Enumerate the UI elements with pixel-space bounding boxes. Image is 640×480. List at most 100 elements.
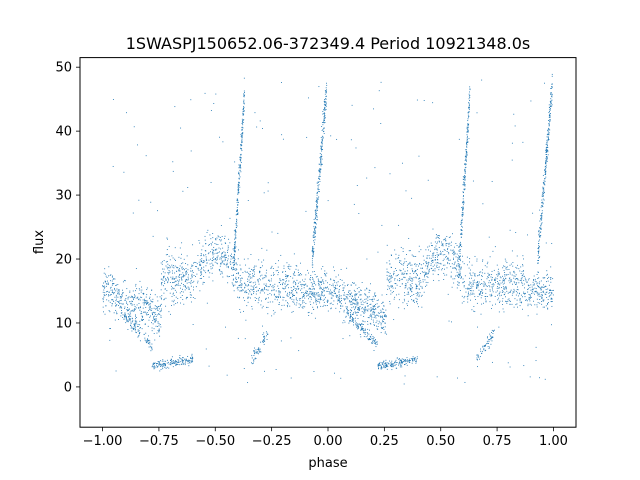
data-point bbox=[466, 264, 468, 266]
data-point bbox=[132, 327, 134, 329]
data-point bbox=[345, 316, 347, 318]
data-point bbox=[221, 256, 223, 258]
data-point bbox=[161, 284, 163, 286]
data-point bbox=[205, 258, 207, 260]
data-point bbox=[415, 256, 417, 257]
data-point bbox=[168, 255, 170, 257]
data-point bbox=[121, 303, 123, 305]
data-point bbox=[479, 358, 481, 360]
data-point bbox=[543, 277, 545, 279]
data-point bbox=[504, 287, 506, 289]
data-point bbox=[330, 292, 332, 294]
data-point bbox=[132, 328, 134, 330]
data-point bbox=[425, 272, 427, 274]
data-point bbox=[552, 278, 554, 280]
data-point bbox=[324, 106, 326, 108]
data-point bbox=[509, 303, 511, 305]
data-point bbox=[353, 324, 355, 326]
data-point bbox=[256, 298, 258, 299]
data-point bbox=[165, 278, 167, 280]
data-point bbox=[302, 305, 304, 307]
data-point bbox=[344, 302, 346, 304]
data-point bbox=[248, 296, 250, 298]
data-point bbox=[134, 294, 135, 296]
data-point bbox=[287, 276, 289, 278]
data-point bbox=[311, 277, 313, 278]
data-point bbox=[312, 282, 314, 284]
data-point bbox=[144, 324, 146, 325]
data-point bbox=[160, 316, 162, 318]
data-point bbox=[466, 146, 468, 148]
data-point bbox=[310, 275, 312, 276]
data-point bbox=[527, 234, 528, 236]
data-point bbox=[376, 300, 378, 301]
data-point bbox=[128, 316, 130, 318]
data-point bbox=[235, 278, 237, 280]
data-point bbox=[532, 288, 534, 290]
data-point bbox=[362, 324, 364, 325]
data-point bbox=[113, 278, 115, 279]
data-point bbox=[539, 235, 541, 236]
data-point bbox=[135, 307, 137, 309]
data-point bbox=[395, 275, 397, 277]
data-point bbox=[545, 149, 547, 151]
data-point bbox=[313, 250, 315, 252]
data-point bbox=[505, 260, 507, 262]
data-point bbox=[474, 255, 476, 257]
data-point bbox=[531, 289, 533, 291]
data-point bbox=[389, 300, 391, 302]
data-point bbox=[503, 280, 505, 281]
data-point bbox=[441, 243, 443, 245]
data-point bbox=[377, 312, 379, 314]
data-point bbox=[319, 163, 321, 165]
data-point bbox=[414, 358, 416, 360]
data-point bbox=[368, 339, 370, 341]
data-point bbox=[313, 302, 315, 304]
data-point bbox=[282, 296, 284, 298]
data-point bbox=[146, 301, 148, 303]
data-point bbox=[320, 268, 322, 270]
data-point bbox=[431, 260, 433, 261]
data-point bbox=[292, 296, 294, 297]
data-point bbox=[179, 273, 180, 275]
data-point bbox=[152, 301, 154, 303]
data-point bbox=[518, 293, 520, 295]
data-point bbox=[503, 279, 505, 281]
data-point bbox=[241, 132, 243, 134]
data-point bbox=[465, 158, 467, 160]
data-point bbox=[319, 153, 321, 154]
data-point bbox=[469, 89, 471, 91]
data-point bbox=[542, 174, 544, 176]
data-point bbox=[456, 265, 458, 267]
data-point bbox=[146, 341, 148, 343]
data-point bbox=[321, 150, 323, 152]
data-point bbox=[412, 356, 414, 358]
data-point bbox=[167, 238, 168, 240]
data-point bbox=[104, 294, 106, 296]
data-point bbox=[178, 270, 180, 272]
data-point bbox=[419, 277, 420, 279]
data-point bbox=[278, 296, 279, 298]
data-point bbox=[187, 278, 189, 280]
data-point bbox=[539, 227, 541, 229]
data-point bbox=[236, 209, 238, 211]
data-point bbox=[393, 274, 394, 276]
data-point bbox=[338, 274, 339, 276]
data-point bbox=[325, 102, 327, 104]
data-point bbox=[465, 154, 467, 156]
data-point bbox=[492, 291, 494, 293]
data-point bbox=[325, 92, 327, 93]
data-point bbox=[110, 274, 112, 276]
data-point bbox=[147, 340, 149, 341]
data-point bbox=[355, 298, 357, 300]
data-point bbox=[512, 292, 514, 294]
data-point bbox=[210, 266, 212, 268]
data-point bbox=[204, 260, 206, 262]
data-point bbox=[240, 157, 242, 158]
data-point bbox=[283, 288, 284, 290]
data-point bbox=[255, 358, 257, 359]
data-point bbox=[547, 139, 549, 140]
data-point bbox=[121, 307, 123, 309]
data-point bbox=[467, 298, 469, 300]
data-point bbox=[477, 286, 479, 288]
